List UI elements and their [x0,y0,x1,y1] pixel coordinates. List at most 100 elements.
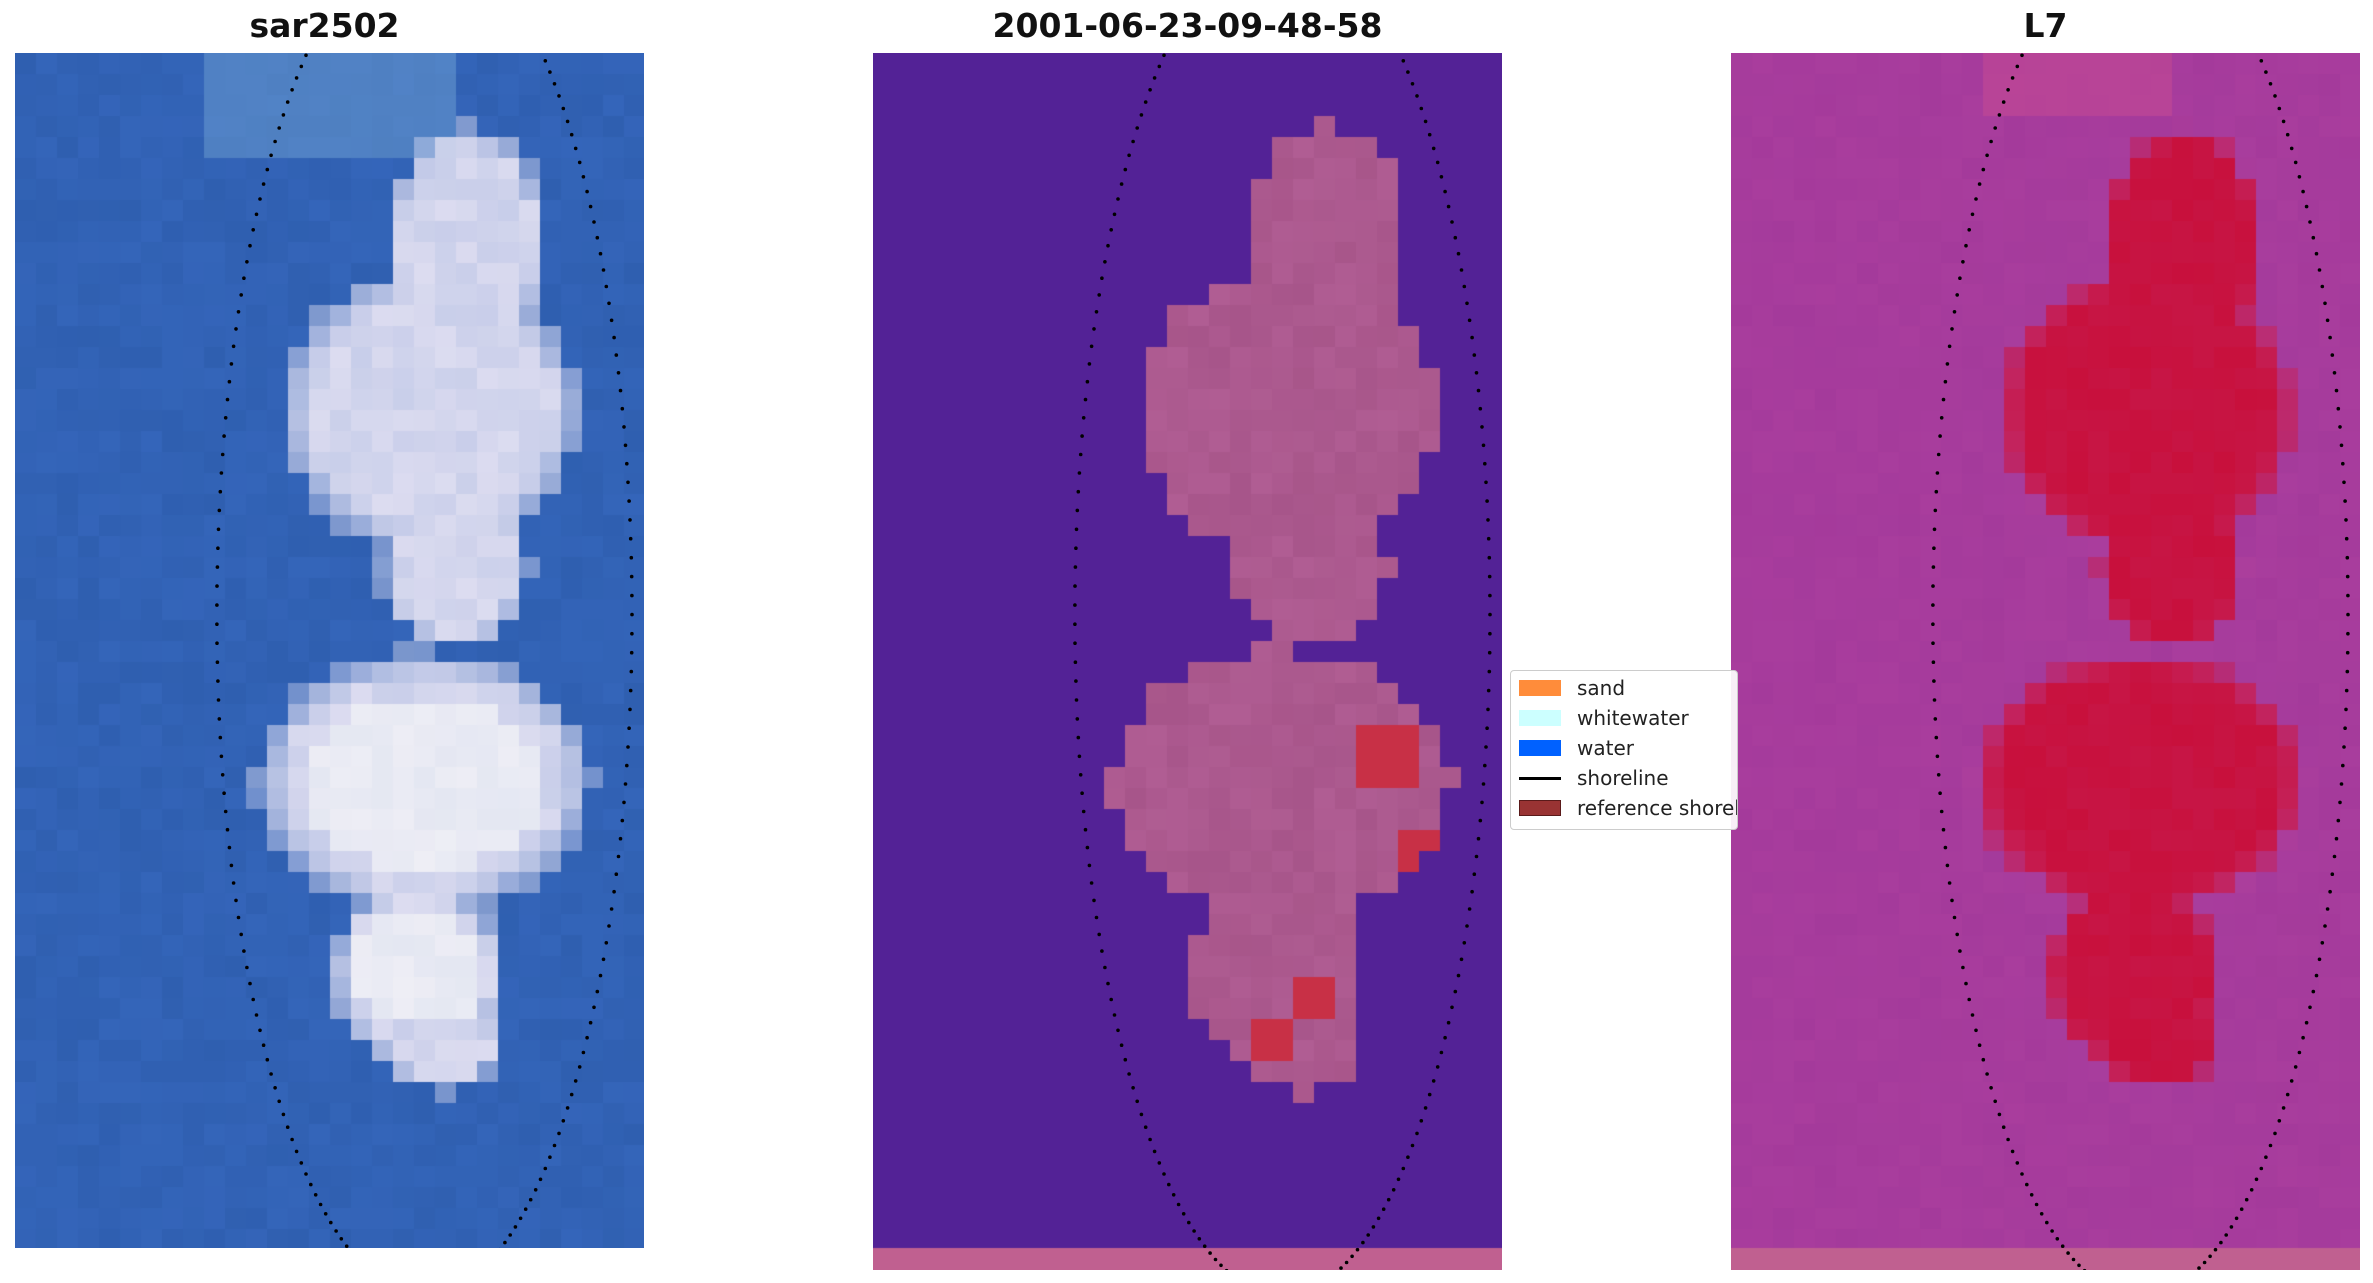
index-image [1731,53,2360,1270]
shoreline-dot [2338,800,2342,805]
shoreline-dot [1100,949,1104,953]
shoreline-dot [222,434,226,438]
shoreline-dot [1970,1013,1975,1017]
shoreline-dot [1078,452,1083,457]
shoreline-dot [1967,997,1971,1002]
shoreline-dot [2020,53,2024,58]
shoreline-dot [1974,197,1978,201]
shoreline-dot [1943,845,1948,850]
shoreline-dot [290,88,294,92]
shoreline-dot [2055,1237,2060,1241]
shoreline-dot [334,1229,338,1233]
shoreline-dot [1119,1043,1124,1047]
shoreline-dot [1950,898,1954,903]
shoreline-dot [2293,160,2298,165]
reference-shoreline-swatch [1519,800,1561,816]
shoreline-dot [612,335,616,340]
shoreline-dot [1931,584,1935,588]
shoreline-dot [2301,189,2305,194]
shoreline-dot [1467,907,1472,911]
shoreline-dot [2330,872,2335,876]
shoreline-dot [618,388,623,393]
shoreline-dot [2029,1193,2034,1197]
shoreline-dot [242,949,246,953]
shoreline-dot [2281,119,2286,124]
shoreline-dot [234,898,238,903]
shoreline-dot [2308,220,2312,224]
shoreline-dot [1123,167,1128,172]
shoreline-dot [2344,707,2348,712]
shoreline-dot [323,1212,328,1216]
shoreline-dot [1080,791,1084,795]
shoreline-dot [2010,1149,2015,1154]
shoreline-dot [269,153,273,158]
shoreline-dot [1480,800,1484,805]
shoreline-dot [1355,1247,1360,1252]
shoreline-dot [248,981,252,986]
shoreline-dot [1406,70,1410,74]
shoreline-dot [1073,641,1077,645]
shoreline-dot [215,603,219,607]
shoreline-dot [2202,1260,2207,1265]
shoreline-dot [229,863,234,868]
shoreline-dot [1474,854,1479,859]
shoreline-dot [1939,416,1944,420]
shoreline-dot [1167,1182,1171,1187]
shoreline-dot [2323,924,2327,928]
shoreline-dot [1439,175,1444,179]
classified-image-panel [873,53,1502,1270]
shoreline-dot [294,76,299,80]
shoreline-dot [616,371,621,375]
shoreline-dot [628,518,632,522]
shoreline-dot [592,1005,596,1010]
shoreline-dot [1135,1099,1139,1104]
shoreline-dot [1955,293,1959,297]
shoreline-dot [557,1131,561,1136]
shoreline-dot [612,889,616,894]
shoreline-dot [552,1143,557,1148]
shoreline-dot [1450,220,1454,224]
shoreline-dot [588,204,593,209]
shoreline-dot [573,146,578,151]
shoreline-dot [1415,1131,1419,1136]
shoreline-dot [630,593,634,598]
shoreline-dot [622,800,626,805]
shoreline-dot [2281,1106,2286,1110]
shoreline-dot [625,763,629,768]
shoreline-dot [598,973,603,978]
legend: sand whitewater water shoreline referenc… [1510,670,1738,830]
shoreline-dot [1431,1079,1436,1083]
shoreline-dot [1419,1119,1424,1123]
shoreline-dot [2320,284,2325,289]
shoreline-dot [223,416,228,420]
shoreline-dot [318,1202,323,1207]
shoreline-dot [2344,536,2349,541]
shoreline-dot [623,443,628,448]
legend-item-sand: sand [1519,676,1625,700]
shoreline-overlay [1073,53,1492,1270]
shoreline-dot [1931,603,1935,607]
shoreline-dot [1083,397,1088,402]
shoreline-dot [1192,1229,1196,1233]
shoreline-dot [1488,631,1492,636]
shoreline-dot [595,989,600,994]
shoreline-dot [1074,679,1078,683]
shoreline-dot [1371,1225,1376,1229]
legend-label: whitewater [1577,706,1689,730]
shoreline-dot [1157,64,1162,69]
shoreline-dot [1116,1028,1120,1033]
shoreline-dot [1456,973,1461,978]
shoreline-dot [304,1172,308,1176]
shoreline-dot [265,1057,270,1062]
legend-item-whitewater: whitewater [1519,706,1689,730]
shoreline-dot [2317,957,2322,962]
shoreline-dot [2208,1254,2212,1259]
shoreline-dot [1932,679,1936,683]
shoreline-dot [548,70,552,74]
shoreline-dot [1945,362,1950,366]
shoreline-dot [2311,235,2316,240]
shoreline-dot [2213,1247,2218,1252]
shoreline-dot [1152,76,1157,80]
shoreline-dot [2344,688,2349,693]
shoreline-dot [1967,228,1971,232]
